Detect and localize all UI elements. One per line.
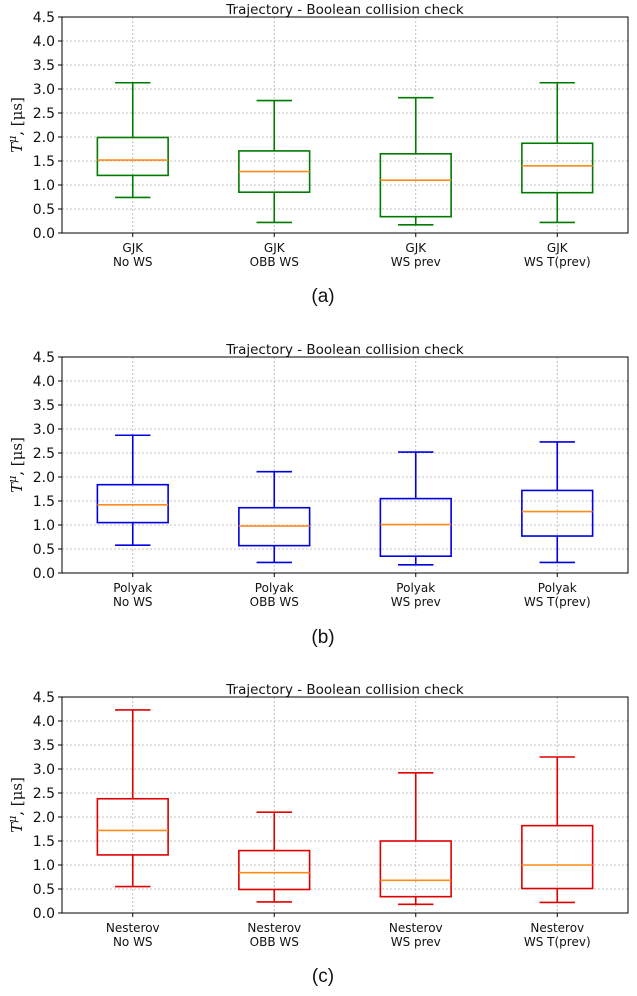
x-tick-label-line1: GJK [405, 241, 427, 255]
y-tick-label: 0.0 [33, 226, 55, 242]
y-tick-label: 0.5 [33, 542, 55, 558]
y-tick-label: 4.0 [33, 34, 55, 50]
panel-caption: (b) [311, 627, 334, 648]
y-tick-label: 3.0 [33, 762, 55, 778]
y-tick-label: 0.0 [33, 566, 55, 582]
y-tick-label: 4.0 [33, 714, 55, 730]
x-tick-label-line1: Nesterov [106, 921, 160, 935]
y-axis-label: Tμ, [μs] [6, 777, 26, 833]
y-axis-label: Tμ, [μs] [6, 437, 26, 493]
y-tick-label: 0.5 [33, 202, 55, 218]
x-tick-label-line2: WS prev [391, 935, 441, 949]
chart-title: Trajectory - Boolean collision check [225, 2, 464, 18]
box-3 [379, 451, 452, 566]
box-3 [379, 772, 452, 906]
x-tick-label-line2: No WS [113, 255, 153, 269]
x-tick-label-line1: Polyak [396, 581, 435, 595]
y-tick-label: 4.5 [33, 690, 55, 706]
box-3 [379, 96, 452, 226]
x-tick-label-line1: GJK [122, 241, 144, 255]
x-tick-label-line2: No WS [113, 935, 153, 949]
y-tick-label: 3.0 [33, 422, 55, 438]
x-tick-label-line2: OBB WS [250, 595, 299, 609]
x-tick-label-line1: Nesterov [530, 921, 584, 935]
x-tick-label-line1: GJK [547, 241, 569, 255]
chart-panel-3: 0.00.51.01.52.02.53.03.54.04.5NesterovNo… [6, 682, 629, 987]
box-1 [96, 709, 169, 888]
panel-caption: (c) [312, 966, 334, 987]
x-tick-label-line2: WS T(prev) [524, 935, 591, 949]
x-tick-label-line1: Nesterov [247, 921, 301, 935]
y-tick-label: 2.0 [33, 470, 55, 486]
box-iqr [96, 136, 169, 177]
plot-frame [61, 16, 629, 234]
x-tick-label-line1: Polyak [538, 581, 577, 595]
x-tick-label-line2: WS prev [391, 595, 441, 609]
x-tick-label-line1: GJK [264, 241, 286, 255]
box-iqr [521, 142, 594, 194]
plot-frame [61, 696, 629, 914]
y-tick-label: 3.5 [33, 738, 55, 754]
y-tick-label: 4.5 [33, 350, 55, 366]
x-tick-label-line2: No WS [113, 595, 153, 609]
x-tick-label-line2: WS prev [391, 255, 441, 269]
y-tick-label: 3.5 [33, 58, 55, 74]
box-2 [238, 470, 311, 564]
y-tick-label: 4.5 [33, 10, 55, 26]
x-tick-label-line1: Polyak [255, 581, 294, 595]
plot-frame [61, 356, 629, 574]
x-tick-label-line1: Polyak [113, 581, 152, 595]
box-iqr [238, 849, 311, 891]
y-tick-label: 1.5 [33, 834, 55, 850]
box-iqr [379, 840, 452, 898]
x-tick-label-line2: WS T(prev) [524, 595, 591, 609]
y-tick-label: 2.5 [33, 106, 55, 122]
y-tick-label: 2.0 [33, 810, 55, 826]
box-iqr [379, 153, 452, 218]
box-iqr [379, 497, 452, 558]
y-axis-label: Tμ, [μs] [6, 97, 26, 153]
panel-caption: (a) [311, 286, 334, 307]
box-iqr [521, 824, 594, 890]
x-tick-label-line2: WS T(prev) [524, 255, 591, 269]
box-iqr [96, 483, 169, 524]
y-tick-label: 1.5 [33, 154, 55, 170]
y-tick-label: 3.0 [33, 82, 55, 98]
chart-title: Trajectory - Boolean collision check [225, 682, 464, 698]
box-iqr [521, 489, 594, 537]
y-tick-label: 1.5 [33, 494, 55, 510]
box-2 [238, 811, 311, 903]
y-tick-label: 1.0 [33, 518, 55, 534]
y-tick-label: 0.5 [33, 882, 55, 898]
box-4 [521, 441, 594, 564]
y-tick-label: 0.0 [33, 906, 55, 922]
y-tick-label: 3.5 [33, 398, 55, 414]
x-tick-label-line1: Nesterov [389, 921, 443, 935]
x-tick-label-line2: OBB WS [250, 935, 299, 949]
chart-title: Trajectory - Boolean collision check [225, 342, 464, 358]
y-tick-label: 4.0 [33, 374, 55, 390]
box-iqr [96, 797, 169, 856]
y-tick-label: 2.0 [33, 130, 55, 146]
x-tick-label-line2: OBB WS [250, 255, 299, 269]
y-tick-label: 2.5 [33, 786, 55, 802]
box-4 [521, 81, 594, 224]
box-1 [96, 434, 169, 546]
box-4 [521, 756, 594, 904]
y-tick-label: 1.0 [33, 858, 55, 874]
box-2 [238, 99, 311, 224]
box-1 [96, 81, 169, 199]
y-tick-label: 2.5 [33, 446, 55, 462]
y-tick-label: 1.0 [33, 178, 55, 194]
